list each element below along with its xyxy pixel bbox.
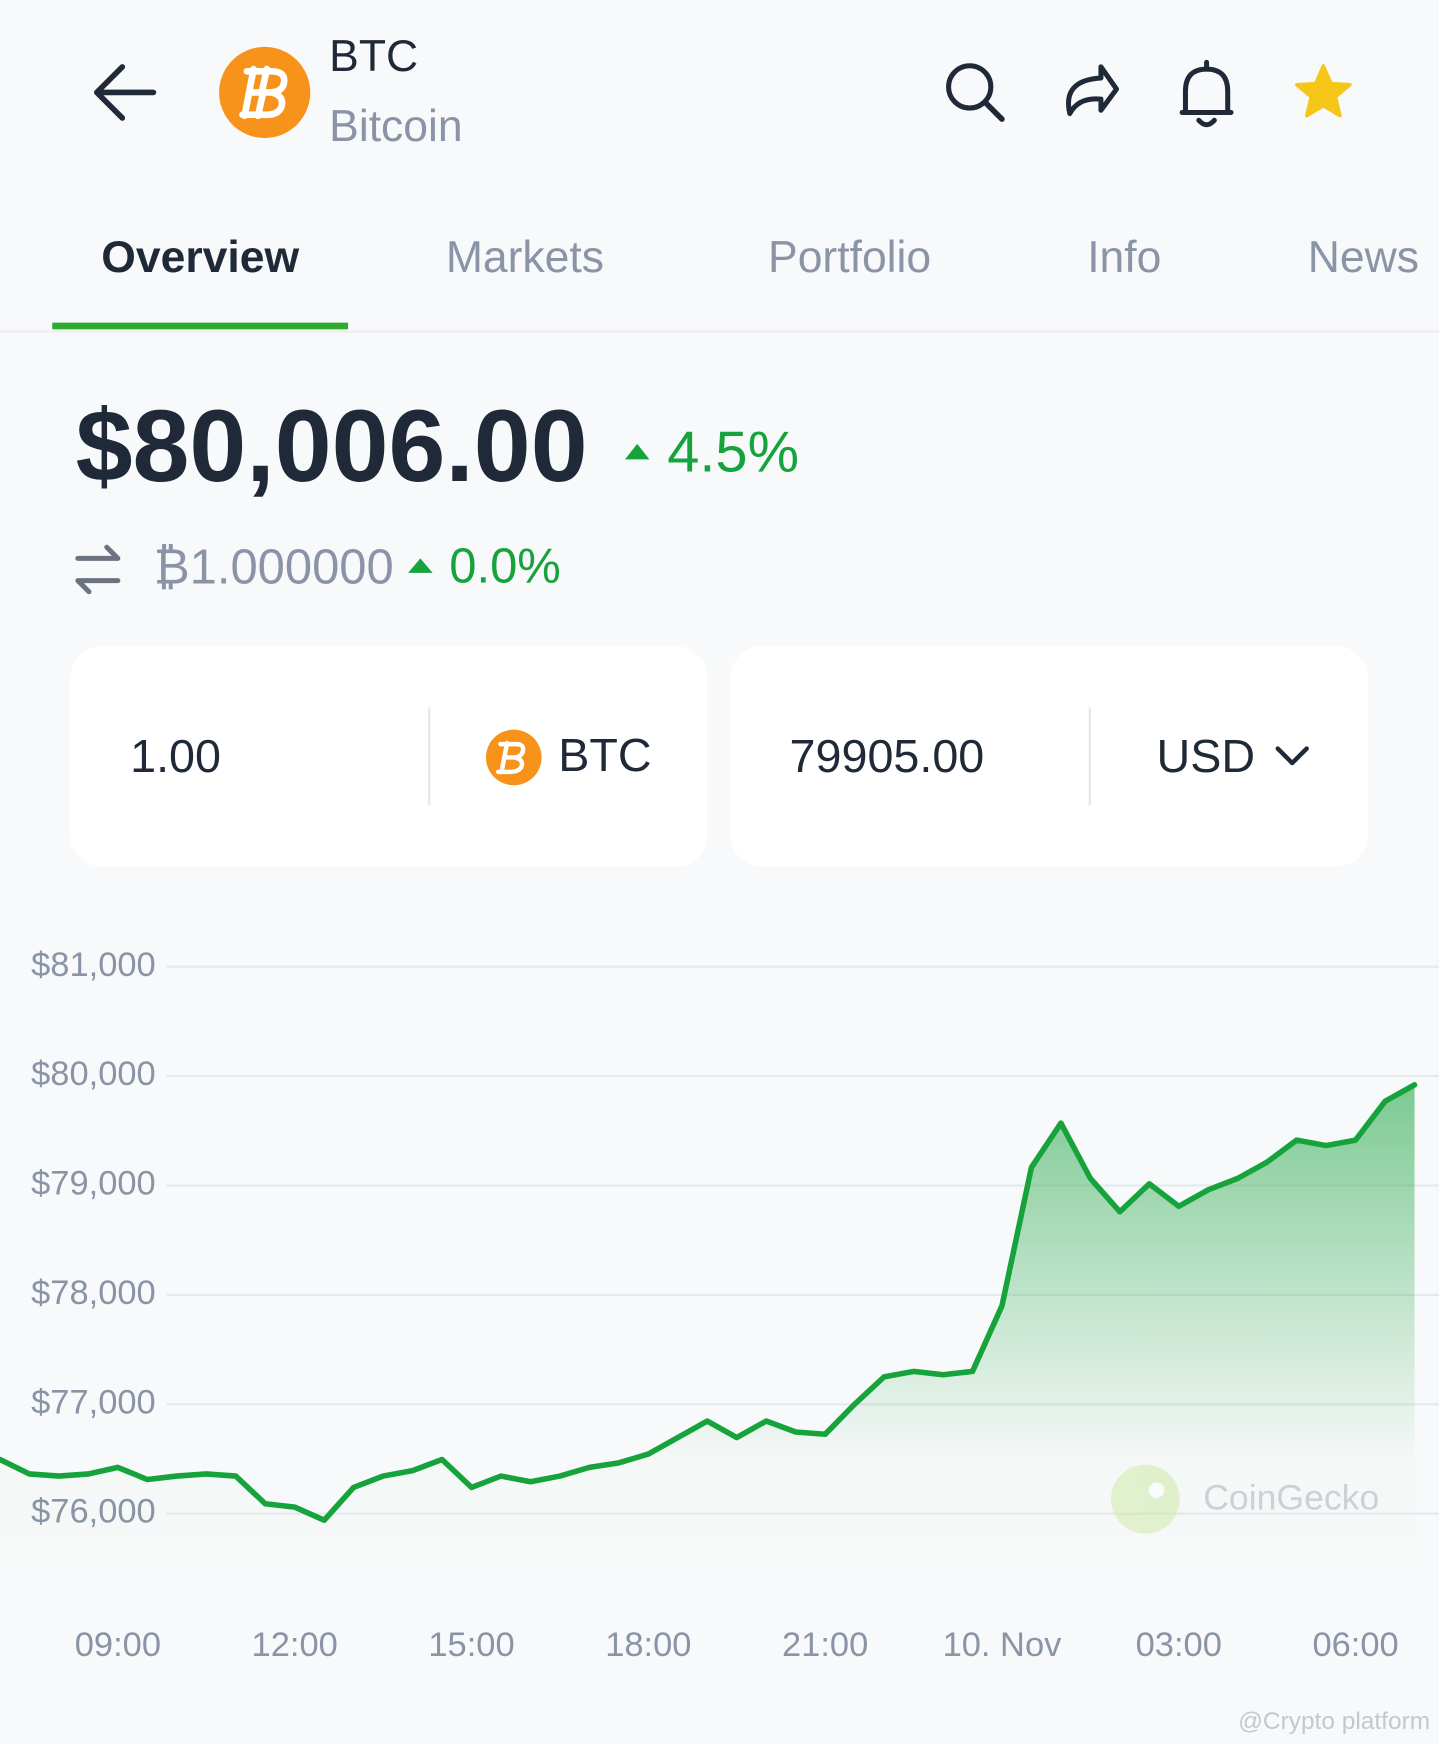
alert-button[interactable] [1179,59,1234,128]
watermark: CoinGecko [1110,1464,1379,1534]
coin-icon [219,46,311,139]
x-tick-label: 18:00 [605,1626,691,1664]
x-tick-label: 10. Nov [943,1626,1063,1664]
search-button[interactable] [946,63,1005,122]
share-button[interactable] [1066,64,1120,117]
credit: @Crypto platform [1238,1708,1430,1735]
to-currency[interactable]: USD [1157,730,1256,782]
price-line [0,1082,1418,1523]
back-button[interactable] [93,64,157,121]
price-change: 4.5% [667,420,799,484]
area-fill [0,1084,1415,1580]
tab[interactable]: Info [1087,233,1161,282]
btc-price-change: 0.0% [449,539,561,593]
x-tick-label: 03:00 [1136,1626,1222,1664]
coin-icon-small [485,729,542,786]
x-tick-label: 15:00 [428,1626,514,1664]
price-chart: $76,000$77,000$78,000$79,000$80,000$81,0… [0,946,1439,1664]
coin-symbol: BTC [329,32,418,81]
tab[interactable]: News [1308,233,1419,282]
y-tick-label: $80,000 [31,1055,156,1093]
tab[interactable]: Markets [446,233,604,282]
y-tick-label: $81,000 [31,946,156,984]
from-currency: BTC [558,729,651,781]
tab-divider [0,330,1439,333]
card-divider [428,707,431,806]
favorite-button[interactable] [1294,64,1352,118]
x-tick-label: 12:00 [252,1626,338,1664]
x-tick-label: 09:00 [75,1626,161,1664]
swap-icon [75,544,121,595]
price: $80,006.00 [76,388,588,503]
x-tick-label: 21:00 [782,1626,868,1664]
active-tab-indicator [52,322,349,330]
y-tick-label: $77,000 [31,1383,156,1421]
y-tick-label: $79,000 [31,1165,156,1203]
up-arrow [408,558,433,573]
watermark-text: CoinGecko [1203,1478,1379,1518]
amount-input[interactable]: 1.00 [130,730,221,782]
btc-price: ₿1.000000 [153,541,393,595]
coin-name: Bitcoin [329,102,462,151]
amount-card[interactable] [70,646,708,867]
card-divider [1088,707,1091,806]
y-tick-label: $78,000 [31,1274,156,1312]
tab[interactable]: Overview [101,233,299,282]
result-value: 79905.00 [790,730,985,782]
x-tick-label: 06:00 [1312,1626,1398,1664]
up-arrow [624,443,650,460]
result-card[interactable] [730,646,1368,867]
currency-dropdown[interactable] [1275,746,1309,766]
tab[interactable]: Portfolio [768,233,931,282]
